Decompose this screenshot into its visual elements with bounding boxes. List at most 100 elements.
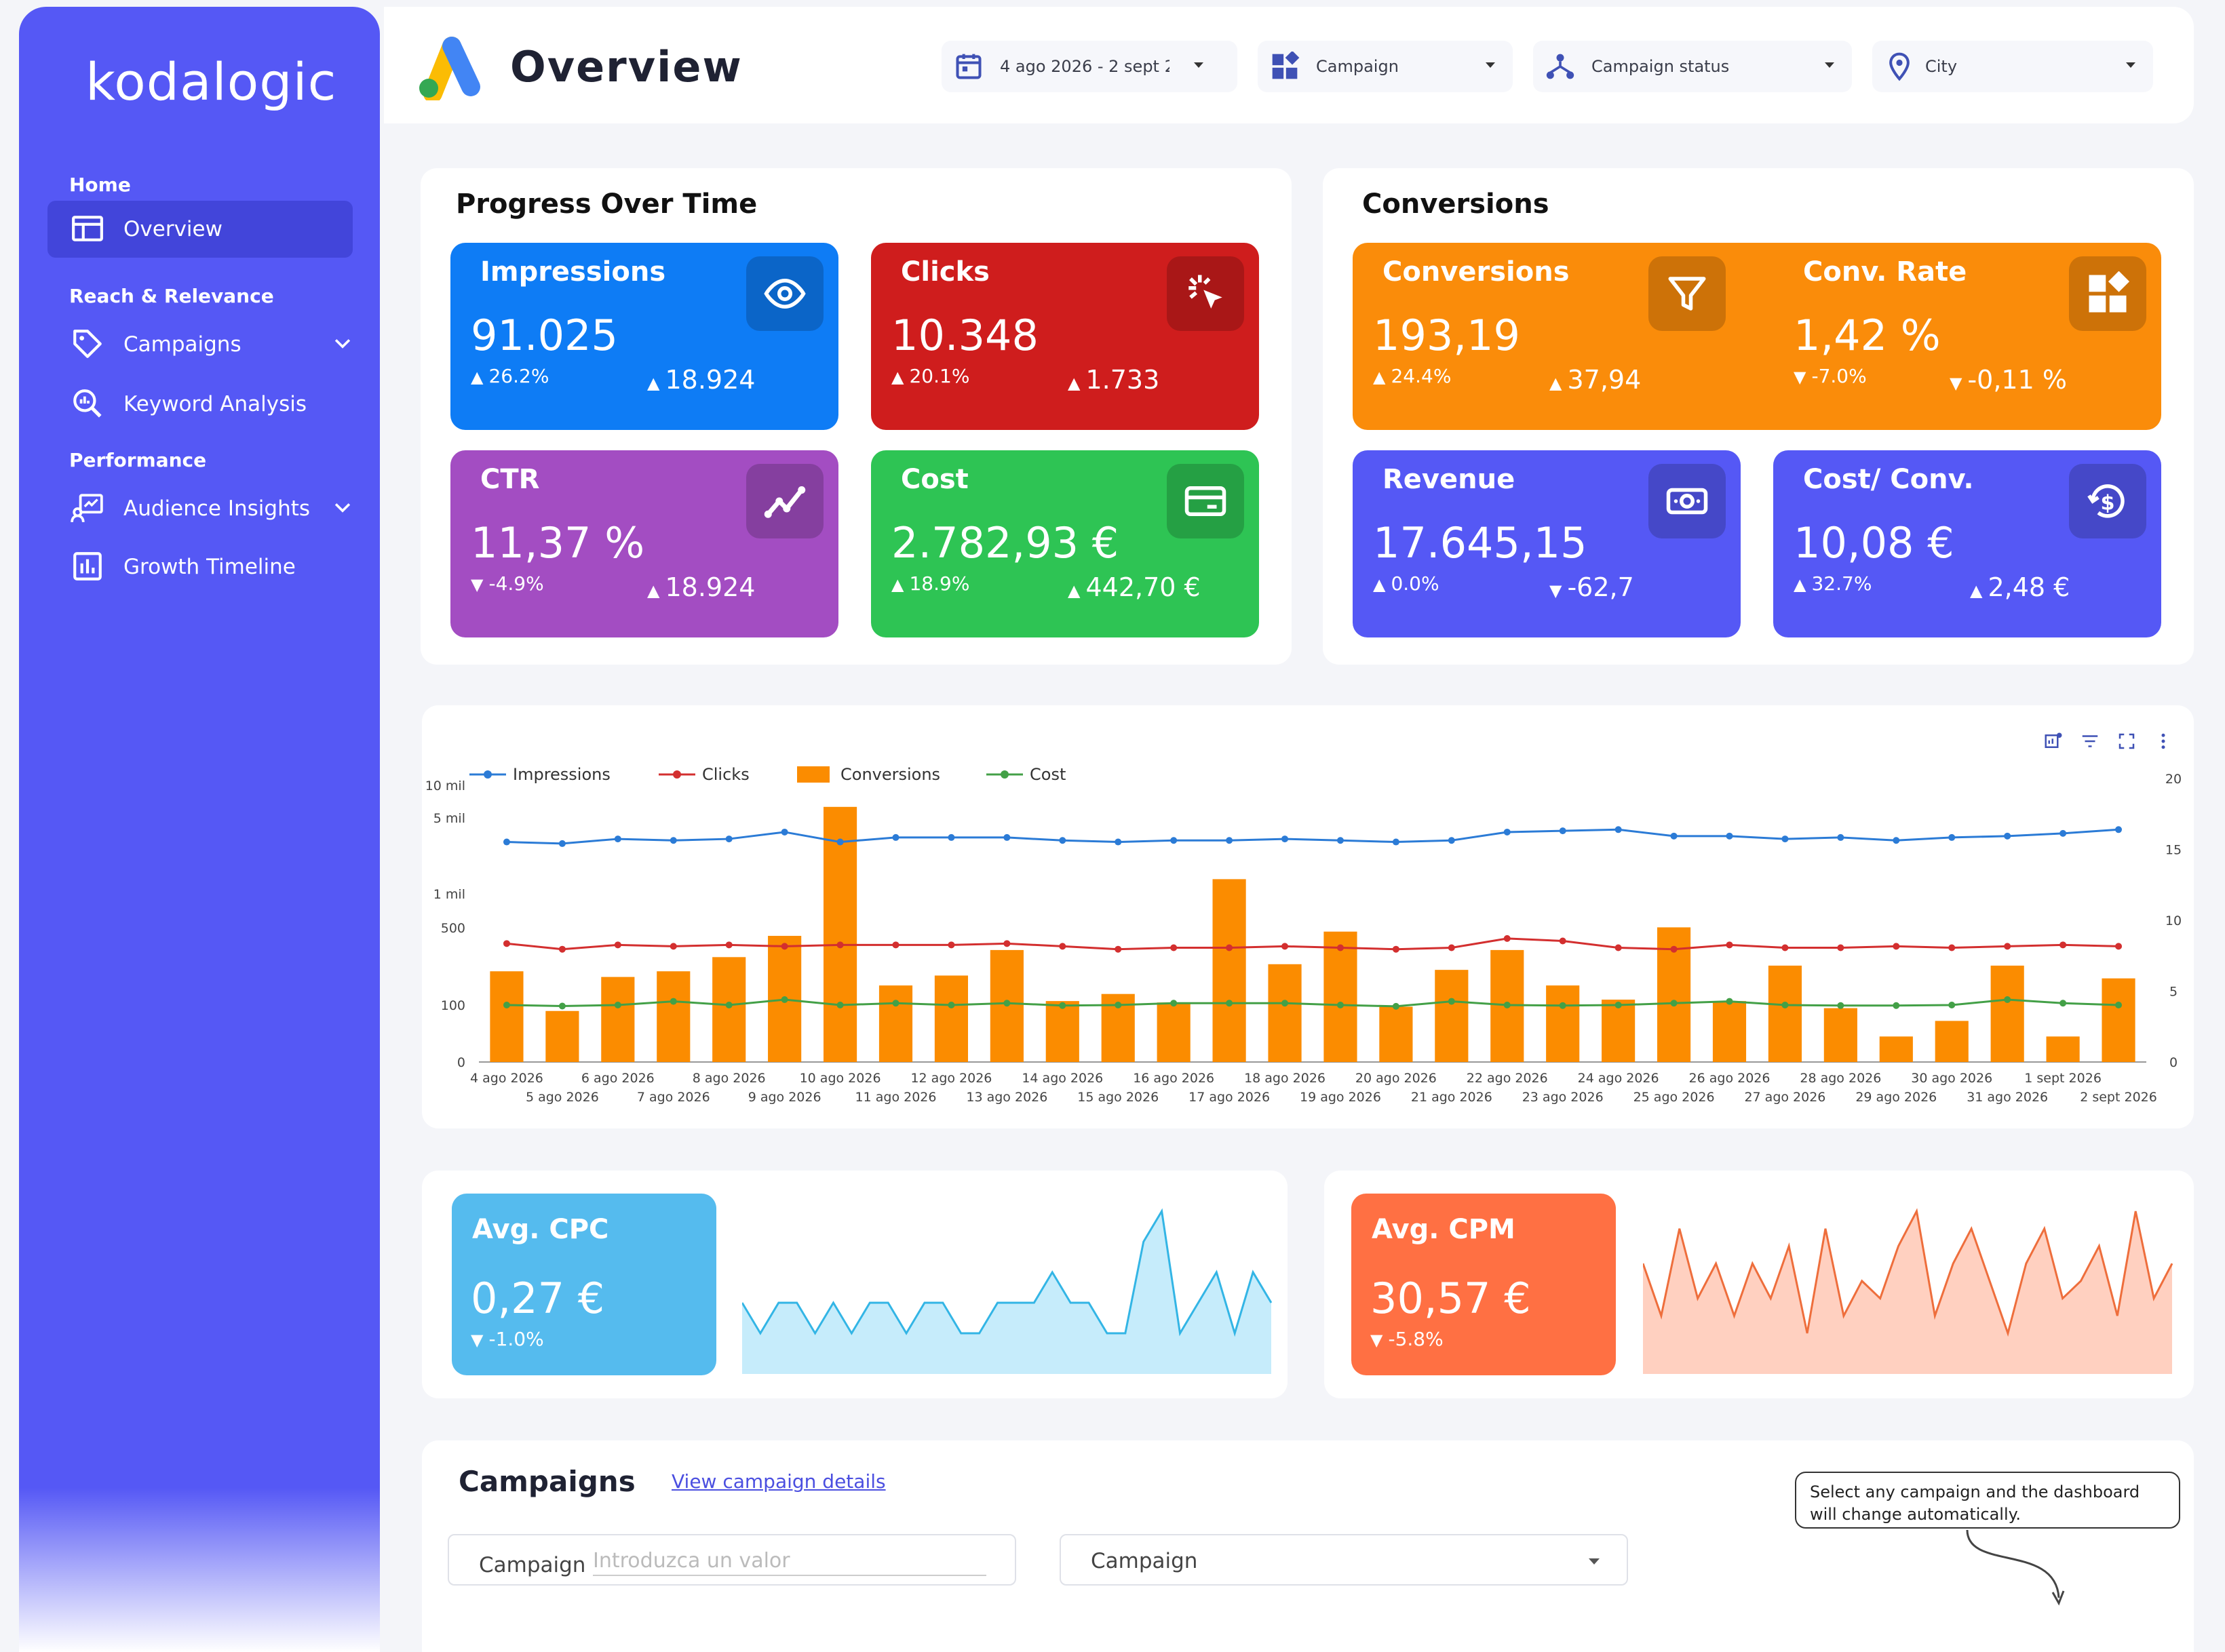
impressions-point [1226,837,1233,844]
x-tick-label: 14 ago 2026 [1022,1071,1103,1086]
campaign-select-label: Campaign [1091,1549,1198,1573]
tag-icon [73,330,102,358]
tooltip-arrow-icon [1966,1530,2065,1606]
sparkline-area [1643,1211,2172,1374]
arrow-up-icon: ▲ [891,575,904,594]
eye-icon [746,256,824,331]
y-tick-right: 5 [2169,985,2178,1000]
cost-line [506,998,2119,1008]
campaign-search-input[interactable] [593,1546,986,1576]
avg-cpm-panel: Avg. CPM 30,57 € ▼ -5.8% [1324,1171,2194,1398]
campaign-select[interactable]: Campaign [1060,1534,1628,1586]
clicks-point [1003,940,1011,947]
cursor-click-icon [1167,256,1244,331]
sidebar-item-audience-insights[interactable]: Audience Insights [47,480,353,537]
conv-rate-card[interactable]: Conv. Rate 1,42 % ▼ -7.0% ▼ -0,11 % [1773,243,2161,430]
campaign-status-filter[interactable]: Campaign status [1533,41,1852,92]
kpi-value: 10.348 [891,311,1039,360]
clicks-point [1170,944,1178,951]
cost-per-conversion-card[interactable]: Cost/ Conv. 10,08 € ▲ 32.7% ▲ 2,48 € $ [1773,450,2161,637]
sidebar-item-label: Growth Timeline [123,555,296,579]
ctr-card[interactable]: CTR 11,37 % ▼ -4.9% ▲ 18.924 [450,450,838,637]
fullscreen-icon[interactable] [2116,731,2137,751]
clicks-card[interactable]: Clicks 10.348 ▲ 20.1% ▲ 1.733 [871,243,1259,430]
conversions-bar [490,971,524,1062]
chevron-down-icon[interactable] [331,496,354,519]
credit-card-icon [1167,464,1244,538]
chart-config-icon[interactable] [2043,731,2064,751]
kpi-change: ▲ 20.1% [891,365,969,387]
filter-icon[interactable] [2080,731,2100,751]
sidebar-item-label: Audience Insights [123,496,311,521]
sidebar-item-keyword-analysis[interactable]: Keyword Analysis [47,376,353,433]
conversions-bar [545,1010,579,1062]
legend-swatch [1001,770,1009,779]
view-campaign-details-link[interactable]: View campaign details [672,1470,886,1493]
y-tick-left: 500 [441,921,465,936]
y-tick-left: 1 mil [433,887,465,902]
kpi-previous: ▼ -0,11 % [1950,365,2067,395]
arrow-down-icon: ▼ [471,1331,484,1350]
y-tick-right: 20 [2165,772,2182,787]
cost-point [1670,1000,1678,1007]
kpi-change-value: 26.2% [488,365,549,387]
kpi-title: Clicks [901,256,990,288]
conversions-bar [1435,970,1469,1062]
search-chart-icon [73,389,102,418]
kpi-title: Cost/ Conv. [1803,464,1974,495]
conversions-bar [878,985,913,1062]
x-tick-label: 1 sept 2026 [2024,1071,2102,1086]
more-options-icon[interactable] [2153,731,2173,751]
cost-point [892,1000,899,1007]
conversions-bar [1323,931,1357,1062]
y-tick-left: 100 [441,998,465,1013]
cost-point [1726,998,1733,1005]
impressions-point [503,838,510,846]
x-tick-label: 18 ago 2026 [1244,1071,1326,1086]
cost-point [1115,1002,1122,1008]
city-filter[interactable]: City [1872,41,2153,92]
campaign-status-filter-label: Campaign status [1591,57,1730,76]
impressions-point [1170,837,1178,844]
progress-panel: Progress Over Time Impressions 91.025 ▲ 2… [421,168,1292,665]
arrow-up-icon: ▲ [471,368,484,387]
campaigns-title: Campaigns [459,1465,636,1498]
x-tick-label: 24 ago 2026 [1578,1071,1659,1086]
campaign-filter[interactable]: Campaign [1258,41,1513,92]
nav-section-home: Home [69,174,131,196]
impressions-point [836,838,844,846]
avg-cpc-sparkline [742,1208,1273,1374]
impressions-card[interactable]: Impressions 91.025 ▲ 26.2% ▲ 18.924 [450,243,838,430]
kpi-change: ▲ 24.4% [1373,365,1451,387]
kpi-value: 17.645,15 [1373,518,1587,568]
clicks-point [1837,944,1844,951]
cost-point [725,1002,733,1008]
kpi-title: Avg. CPC [472,1214,609,1245]
kpi-previous-value: 18.924 [665,572,756,602]
cost-point [1948,1002,1956,1008]
sidebar-item-campaigns[interactable]: Campaigns [47,316,353,373]
clicks-point [1226,944,1233,951]
widgets-icon [1272,52,1300,79]
legend-label: Conversions [840,765,940,784]
revenue-card[interactable]: Revenue 17.645,15 ▲ 0.0% ▼ -62,7 [1353,450,1741,637]
conversions-card[interactable]: Conversions 193,19 ▲ 24.4% ▲ 37,94 [1353,243,1741,430]
sidebar-item-overview[interactable]: Overview [47,201,353,258]
sidebar-item-label: Overview [123,217,222,241]
chart-toolbar [2043,731,2173,751]
x-tick-label: 17 ago 2026 [1188,1090,1270,1105]
impressions-point [892,833,899,841]
avg-cpm-card[interactable]: Avg. CPM 30,57 € ▼ -5.8% [1351,1194,1616,1375]
kpi-change-value: 20.1% [909,365,970,387]
avg-cpc-card[interactable]: Avg. CPC 0,27 € ▼ -1.0% [452,1194,716,1375]
cost-card[interactable]: Cost 2.782,93 € ▲ 18.9% ▲ 442,70 € [871,450,1259,637]
kpi-title: Avg. CPM [1372,1214,1515,1245]
chevron-down-icon[interactable] [331,332,354,355]
sidebar-item-growth-timeline[interactable]: Growth Timeline [47,538,353,595]
app-logo: kodalogic [85,52,337,112]
x-tick-label: 29 ago 2026 [1855,1090,1937,1105]
date-range-filter[interactable]: 4 ago 2026 - 2 sept 2 [942,41,1237,92]
cost-point [781,996,788,1004]
calendar-icon [956,54,982,79]
conversions-bar [657,971,691,1062]
